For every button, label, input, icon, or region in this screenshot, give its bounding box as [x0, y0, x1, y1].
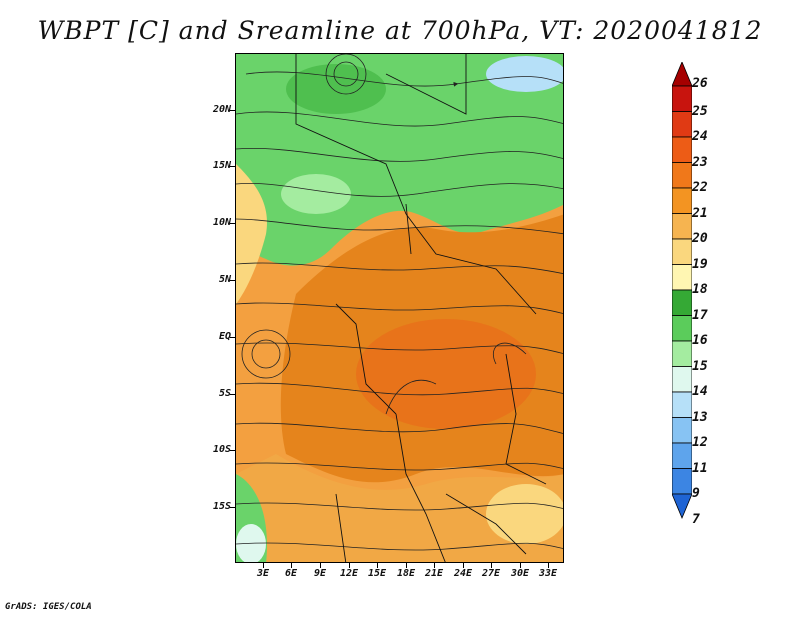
colorbar-swatch	[672, 340, 692, 367]
lat-tick	[230, 280, 235, 281]
colorbar-label: 17	[692, 307, 708, 323]
lon-tick	[463, 563, 464, 568]
lat-tick	[230, 337, 235, 338]
lon-label-3e: 3E	[256, 568, 270, 579]
colorbar-label: 21	[692, 205, 708, 221]
lon-label-12e: 12E	[339, 568, 359, 579]
chart-title: WBPT [C] and Sreamline at 700hPa, VT: 20…	[37, 16, 763, 45]
colorbar-swatch	[672, 264, 692, 291]
lat-label-15n: 15N	[212, 160, 231, 171]
cool-pocket	[486, 56, 563, 92]
lon-tick	[520, 563, 521, 568]
lat-tick	[230, 223, 235, 224]
lat-label-5s: 5S	[218, 388, 231, 399]
colorbar-label: 13	[692, 409, 708, 425]
country-borders	[295, 54, 547, 562]
lon-label-9e: 9E	[313, 568, 327, 579]
footer-credit: GrADS: IGES/COLA	[5, 602, 92, 612]
lon-label-21e: 21E	[424, 568, 444, 579]
colorbar-label: 14	[692, 384, 708, 399]
colorbar-label: 18	[692, 282, 708, 297]
map-panel	[235, 53, 564, 563]
lat-label-15s: 15S	[212, 501, 231, 512]
lon-label-27e: 27E	[481, 568, 501, 579]
lat-label-5n: 5N	[218, 274, 231, 285]
lon-tick	[263, 563, 264, 568]
colorbar-label: 23	[692, 154, 708, 170]
colorbar-label: 24	[692, 129, 708, 144]
colorbar-label: 20	[692, 231, 708, 246]
colorbar-swatch	[672, 468, 692, 495]
colorbar-label: 15	[692, 358, 708, 374]
lat-tick	[230, 394, 235, 395]
southeast-pale	[486, 484, 563, 544]
colorbar-swatch	[672, 136, 692, 163]
colorbar-swatch	[672, 366, 692, 393]
colorbar-swatch	[672, 111, 692, 138]
colorbar-swatch	[672, 289, 692, 316]
colorbar-label: 16	[692, 333, 708, 348]
colorbar-top-arrow	[672, 62, 692, 87]
colorbar-label: 26	[692, 76, 708, 91]
colorbar-label: 19	[692, 256, 708, 272]
colorbar-label: 12	[692, 435, 708, 450]
lon-label-6e: 6E	[284, 568, 298, 579]
lat-label-10n: 10N	[212, 217, 231, 228]
colorbar-swatch	[672, 315, 692, 342]
colorbar-label: 25	[692, 103, 708, 119]
light-green-pocket	[281, 174, 351, 214]
colorbar-swatch	[672, 238, 692, 265]
lat-tick	[230, 450, 235, 451]
colorbar-swatch	[672, 213, 692, 240]
lat-tick	[230, 166, 235, 167]
lat-label-20n: 20N	[212, 104, 231, 115]
dark-green-pocket	[286, 64, 386, 114]
lon-tick	[291, 563, 292, 568]
colorbar-label: 7	[692, 511, 700, 527]
lat-label-eq: EQ	[218, 331, 231, 342]
lon-label-15e: 15E	[367, 568, 387, 579]
colorbar-label: 22	[692, 180, 708, 195]
lon-label-18e: 18E	[396, 568, 416, 579]
colorbar-label: 11	[692, 460, 708, 476]
lon-label-24e: 24E	[453, 568, 473, 579]
colorbar-swatch	[672, 85, 692, 112]
colorbar-swatch	[672, 417, 692, 444]
lat-label-10s: 10S	[212, 444, 231, 455]
colorbar	[672, 62, 692, 520]
region-southern-africa	[236, 454, 563, 562]
colorbar-swatch	[672, 442, 692, 469]
colorbar-label: 9	[692, 486, 700, 501]
lat-tick	[230, 110, 235, 111]
lon-tick	[320, 563, 321, 568]
lon-tick	[377, 563, 378, 568]
lon-tick	[349, 563, 350, 568]
lat-tick	[230, 507, 235, 508]
lon-label-33e: 33E	[538, 568, 558, 579]
colorbar-swatch	[672, 187, 692, 214]
colorbar-swatch	[672, 391, 692, 418]
colorbar-bottom-arrow	[672, 493, 692, 520]
lon-label-30e: 30E	[510, 568, 530, 579]
lon-tick	[406, 563, 407, 568]
colorbar-swatch	[672, 162, 692, 189]
wbpt-map	[236, 54, 563, 562]
lon-tick	[434, 563, 435, 568]
streamlines	[236, 54, 563, 551]
region-west-transition	[236, 164, 267, 304]
lon-tick	[548, 563, 549, 568]
lon-tick	[491, 563, 492, 568]
